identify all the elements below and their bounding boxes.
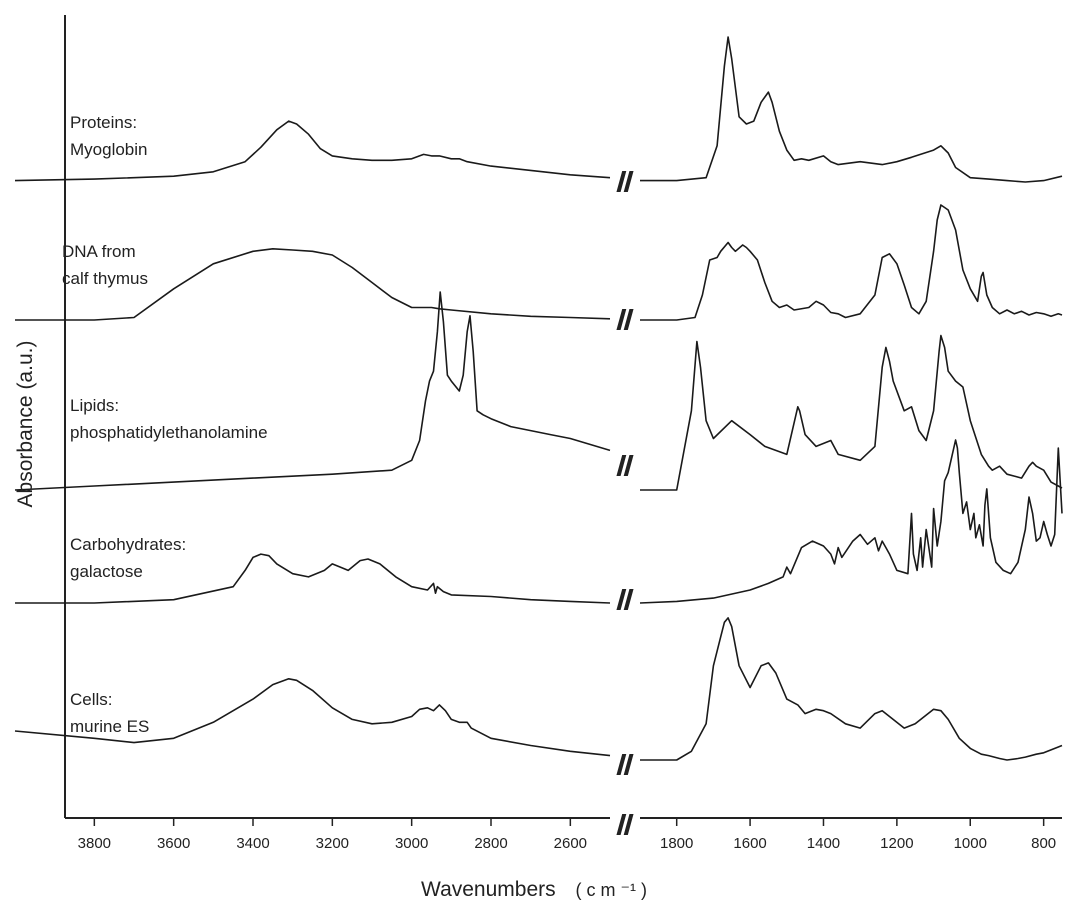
spectrum-line (14, 120, 611, 182)
x-tick-label: 3000 (395, 835, 428, 852)
x-tick-label: 2800 (474, 835, 507, 852)
axis-break-mark: // (618, 305, 633, 335)
axes (64, 15, 1062, 819)
trace-label: Carbohydrates: (70, 535, 186, 554)
trace-labels: Proteins: Myoglobin DNA from calf thymus Lip… (62, 113, 268, 736)
trace-label: DNA from (62, 242, 136, 261)
x-tick-label: 3600 (157, 835, 190, 852)
trace-label: galactose (70, 562, 143, 581)
spectrum-line (14, 678, 611, 757)
spectra-traces (14, 36, 1063, 761)
x-axis-title-unit: ( c m ⁻¹ ) (575, 880, 646, 900)
y-axis-title: Absorbance (a.u.) (14, 341, 37, 508)
x-tick-label: 1400 (807, 835, 840, 852)
axis-breaks: // // // // // // (617, 166, 634, 841)
spectrum-line (14, 291, 611, 491)
spectrum-line (639, 439, 1063, 604)
trace-label: Lipids: (70, 396, 119, 415)
x-axis-title-text: Wavenumbers (421, 878, 556, 901)
trace-label: Cells: (70, 690, 113, 709)
axis-break-mark: // (618, 167, 633, 197)
trace-label: Proteins: (70, 113, 137, 132)
spectrum-line (640, 204, 1063, 321)
x-tick-label: 1600 (733, 835, 766, 852)
axis-break-mark: // (618, 451, 633, 481)
x-ticks (93, 818, 1045, 826)
axis-break-mark: // (618, 750, 633, 780)
spectrum-line (640, 617, 1063, 761)
axis-break-mark: // (618, 585, 633, 615)
x-tick-label: 1000 (954, 835, 987, 852)
spectrum-line (15, 553, 611, 604)
spectrum-line (640, 36, 1063, 183)
x-tick-label: 1800 (660, 835, 693, 852)
spectrum-line (15, 248, 611, 321)
x-tick-label: 3800 (78, 835, 111, 852)
x-tick-label: 3400 (236, 835, 269, 852)
trace-label: phosphatidylethanolamine (70, 423, 268, 442)
x-tick-label: 800 (1031, 835, 1056, 852)
x-tick-labels: 3800 3600 3400 3200 3000 2800 2600 1800 1600 1400… (78, 835, 1057, 852)
x-tick-label: 1200 (880, 835, 913, 852)
x-tick-label: 2600 (554, 835, 587, 852)
trace-label: Myoglobin (70, 140, 148, 159)
axis-break-mark: // (618, 810, 633, 840)
x-tick-label: 3200 (316, 835, 349, 852)
trace-label: murine ES (70, 717, 149, 736)
trace-label: calf thymus (62, 269, 148, 288)
spectrum-line (640, 334, 1063, 491)
x-axis-title: Wavenumbers ( c m ⁻¹ ) (421, 878, 647, 901)
